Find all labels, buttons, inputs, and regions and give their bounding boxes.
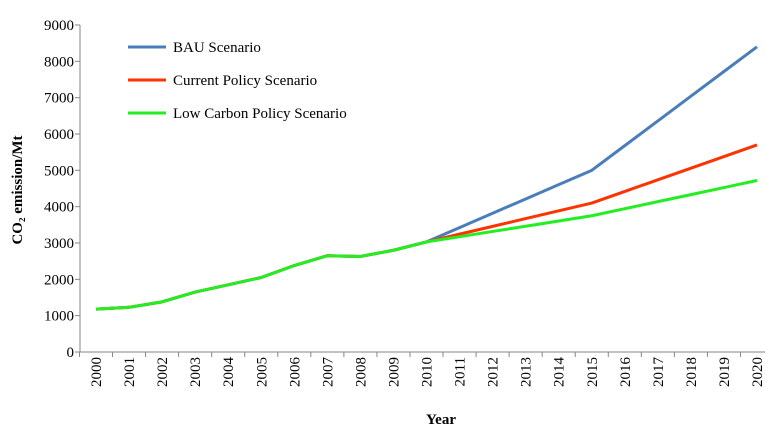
y-tick-label: 8000 bbox=[44, 54, 74, 70]
y-axis-label: CO₂ emission/Mt bbox=[10, 135, 26, 244]
legend-label: BAU Scenario bbox=[173, 40, 261, 56]
x-tick-label: 2016 bbox=[618, 357, 634, 388]
x-tick-label: 2008 bbox=[353, 357, 369, 387]
y-tick-label: 6000 bbox=[44, 127, 74, 143]
y-tick-label: 7000 bbox=[44, 91, 74, 107]
series-line bbox=[95, 179, 758, 311]
y-tick-label: 4000 bbox=[44, 200, 74, 216]
x-tick-label: 2010 bbox=[420, 357, 436, 387]
x-tick-label: 2017 bbox=[651, 357, 667, 388]
x-tick-label: 2020 bbox=[750, 357, 765, 387]
x-tick-label: 2002 bbox=[155, 357, 171, 387]
x-tick-label: 2001 bbox=[122, 357, 138, 387]
y-tick-label: 5000 bbox=[44, 163, 74, 179]
x-tick-label: 2007 bbox=[320, 357, 336, 388]
y-tick-label: 3000 bbox=[44, 236, 74, 252]
x-axis-label: Year bbox=[426, 412, 456, 428]
x-tick-label: 2019 bbox=[717, 357, 733, 387]
legend-label: Low Carbon Policy Scenario bbox=[173, 106, 347, 122]
y-tick-label: 0 bbox=[67, 345, 75, 361]
x-tick-label: 2015 bbox=[585, 357, 601, 387]
x-tick-label: 2013 bbox=[519, 357, 535, 387]
x-tick-label: 2014 bbox=[552, 357, 568, 388]
x-tick-label: 2018 bbox=[684, 357, 700, 387]
y-tick-label: 1000 bbox=[44, 309, 74, 325]
x-tick-label: 2012 bbox=[486, 357, 502, 387]
x-tick-label: 2006 bbox=[287, 357, 303, 388]
x-tick-label: 2005 bbox=[254, 357, 270, 387]
y-tick-label: 9000 bbox=[44, 18, 74, 34]
x-tick-label: 2004 bbox=[221, 357, 237, 388]
x-tick-label: 2000 bbox=[89, 357, 105, 387]
legend-label: Current Policy Scenario bbox=[173, 73, 317, 89]
x-tick-label: 2009 bbox=[386, 357, 402, 387]
series-line bbox=[95, 143, 758, 311]
x-tick-label: 2003 bbox=[188, 357, 204, 387]
x-tick-label: 2011 bbox=[453, 357, 469, 386]
y-tick-label: 2000 bbox=[44, 272, 74, 288]
